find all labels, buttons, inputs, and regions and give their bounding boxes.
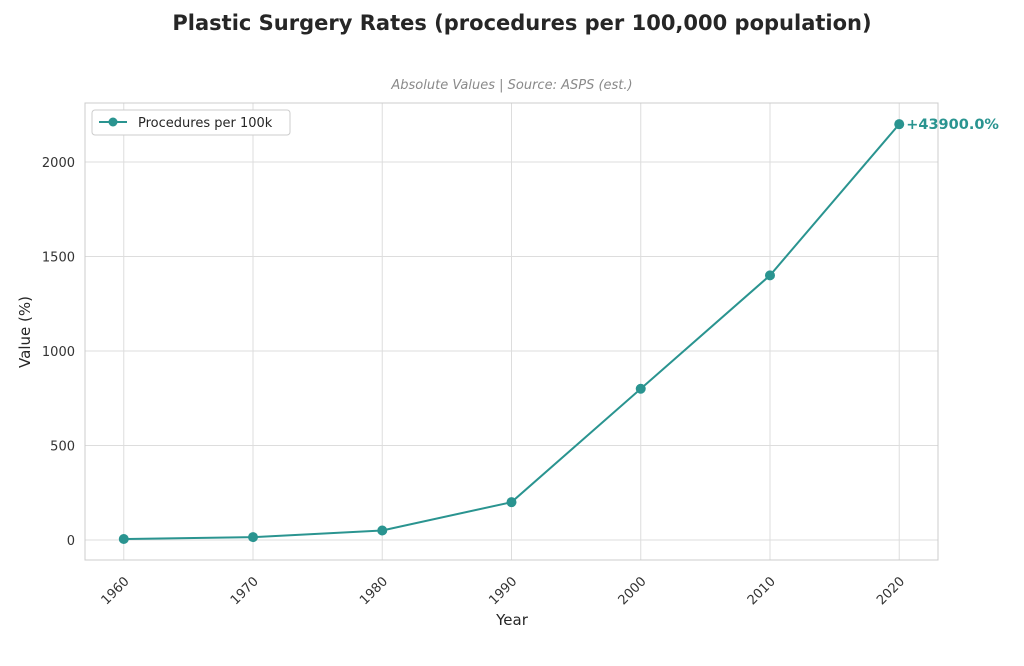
y-axis-ticks: 0 500 1000 1500 2000 (42, 156, 75, 549)
data-point (377, 525, 388, 536)
x-tick-label: 1990 (486, 574, 520, 608)
annotations: +43900.0% (906, 117, 999, 133)
data-point (894, 119, 905, 130)
y-tick-label: 0 (67, 534, 75, 549)
chart-title: Plastic Surgery Rates (procedures per 10… (172, 11, 871, 35)
grid-lines (85, 103, 938, 560)
data-point (248, 532, 259, 543)
y-tick-label: 2000 (42, 156, 75, 171)
x-tick-label: 2010 (745, 574, 779, 608)
x-axis-ticks: 1960 1970 1980 1990 2000 2010 2020 (99, 574, 908, 608)
x-tick-label: 1980 (357, 574, 391, 608)
chart-subtitle: Absolute Values | Source: ASPS (est.) (390, 78, 632, 93)
x-tick-label: 2020 (874, 574, 908, 608)
series-layer (118, 119, 905, 545)
legend-label: Procedures per 100k (138, 116, 273, 131)
data-point (635, 383, 646, 394)
data-point (506, 497, 517, 508)
y-tick-label: 500 (50, 439, 75, 454)
x-tick-label: 1970 (228, 574, 262, 608)
legend-marker-icon (108, 117, 118, 127)
y-axis-label: Value (%) (16, 296, 34, 368)
annotation-label: +43900.0% (906, 117, 999, 133)
plot-frame (84, 102, 939, 561)
data-point (118, 534, 129, 545)
x-tick-label: 1960 (99, 574, 133, 608)
x-axis-label: Year (495, 611, 529, 629)
legend: Procedures per 100k (91, 109, 291, 136)
legend-box (91, 109, 291, 136)
y-tick-label: 1000 (42, 345, 75, 360)
y-tick-label: 1500 (42, 250, 75, 265)
data-point (764, 270, 775, 281)
x-tick-label: 2000 (616, 574, 650, 608)
